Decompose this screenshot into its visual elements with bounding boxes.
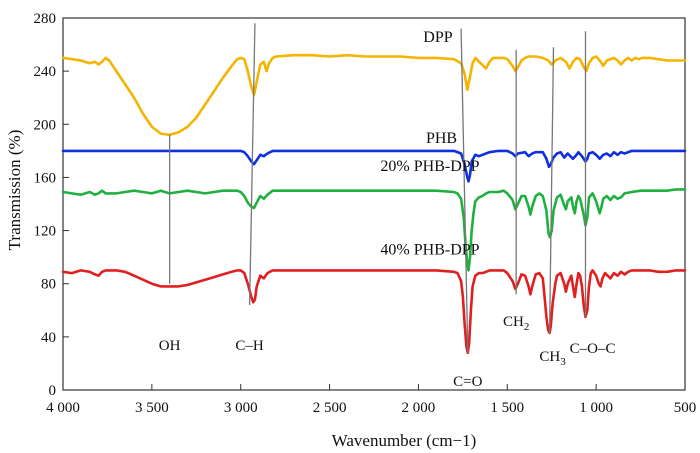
plot-border: [62, 17, 686, 391]
y-tick-label: 160: [34, 170, 57, 186]
y-tick-label: 120: [34, 224, 57, 240]
plot-frame: [62, 17, 686, 391]
band-label-subscript: 3: [560, 356, 566, 368]
series-label-40-phb-dpp: 40% PHB-DPP: [380, 241, 479, 258]
x-axis-title: Wavenumber (cm−1): [332, 431, 477, 450]
band-label-ch3: CH3: [539, 349, 566, 368]
band-line-ch3: [548, 47, 555, 333]
y-tick-label: 0: [49, 383, 57, 399]
band-label-oh: OH: [159, 338, 181, 354]
x-tick-label: 1 000: [579, 400, 613, 416]
y-tick-label: 280: [34, 11, 57, 27]
x-tick-label: 500: [674, 400, 697, 416]
x-tick-label: 2 000: [402, 400, 436, 416]
x-tick-label: 2 500: [313, 400, 347, 416]
x-tick-label: 3 500: [135, 400, 169, 416]
series-line-40-phb-dpp: [61, 269, 687, 355]
band-label-c-h: C–H: [235, 338, 264, 354]
x-axis-ticks: 4 000 3 500 3 000 2 500 2 000 1 500 1 000 500: [46, 384, 696, 416]
y-tick-label: 80: [41, 277, 56, 293]
series-label-20-phb-dpp: 20% PHB-DPP: [380, 158, 479, 175]
series-labels: DPP PHB 20% PHB-DPP 40% PHB-DPP: [380, 29, 479, 259]
band-label-c-o: C=O: [453, 374, 482, 390]
y-tick-label: 200: [34, 117, 57, 133]
band-label-subscript: 2: [524, 321, 530, 333]
y-axis-title: Transmission (%): [5, 130, 24, 251]
x-tick-label: 1 500: [490, 400, 524, 416]
x-tick-label: 3 000: [224, 400, 258, 416]
series-lines: [61, 53, 687, 355]
series-line-phb: [61, 149, 687, 183]
y-tick-label: 40: [41, 330, 56, 346]
band-label-ch2: CH2: [503, 314, 529, 333]
series-label-dpp: DPP: [423, 29, 452, 46]
x-tick-label: 4 000: [46, 400, 80, 416]
series-line-20-phb-dpp: [61, 188, 687, 272]
y-axis-ticks: 0 40 80 120 160 200 240 280: [34, 11, 69, 399]
band-label-c-o-c: C–O–C: [570, 341, 616, 357]
band-line-c-o: [460, 28, 469, 353]
series-line-dpp: [61, 53, 687, 137]
band-line-c-h: [248, 23, 256, 305]
series-label-phb: PHB: [426, 130, 457, 147]
y-tick-label: 240: [34, 64, 57, 80]
